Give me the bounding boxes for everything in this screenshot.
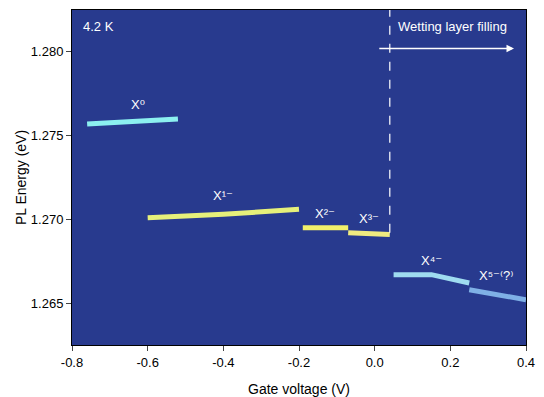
- svg-text:4.2 K: 4.2 K: [83, 19, 114, 34]
- svg-text:-0.2: -0.2: [288, 355, 310, 370]
- svg-text:1.265: 1.265: [31, 296, 64, 311]
- svg-text:-0.4: -0.4: [212, 355, 234, 370]
- svg-text:X³⁻: X³⁻: [359, 211, 379, 226]
- svg-text:-0.6: -0.6: [136, 355, 158, 370]
- svg-text:0.4: 0.4: [517, 355, 535, 370]
- svg-text:X⁰: X⁰: [131, 97, 145, 112]
- svg-text:Gate voltage (V): Gate voltage (V): [248, 381, 350, 397]
- svg-text:X²⁻: X²⁻: [315, 206, 335, 221]
- svg-text:0.0: 0.0: [366, 355, 384, 370]
- svg-text:X¹⁻: X¹⁻: [213, 188, 233, 203]
- svg-text:1.270: 1.270: [31, 212, 64, 227]
- svg-text:-0.8: -0.8: [61, 355, 83, 370]
- svg-text:Wetting layer filling: Wetting layer filling: [398, 19, 507, 34]
- svg-text:X⁵⁻⁽?⁾: X⁵⁻⁽?⁾: [479, 268, 514, 283]
- svg-text:X⁴⁻: X⁴⁻: [421, 253, 442, 268]
- svg-text:1.275: 1.275: [31, 128, 64, 143]
- svg-text:1.280: 1.280: [31, 44, 64, 59]
- svg-text:0.2: 0.2: [441, 355, 459, 370]
- svg-text:PL Energy (eV): PL Energy (eV): [13, 130, 29, 225]
